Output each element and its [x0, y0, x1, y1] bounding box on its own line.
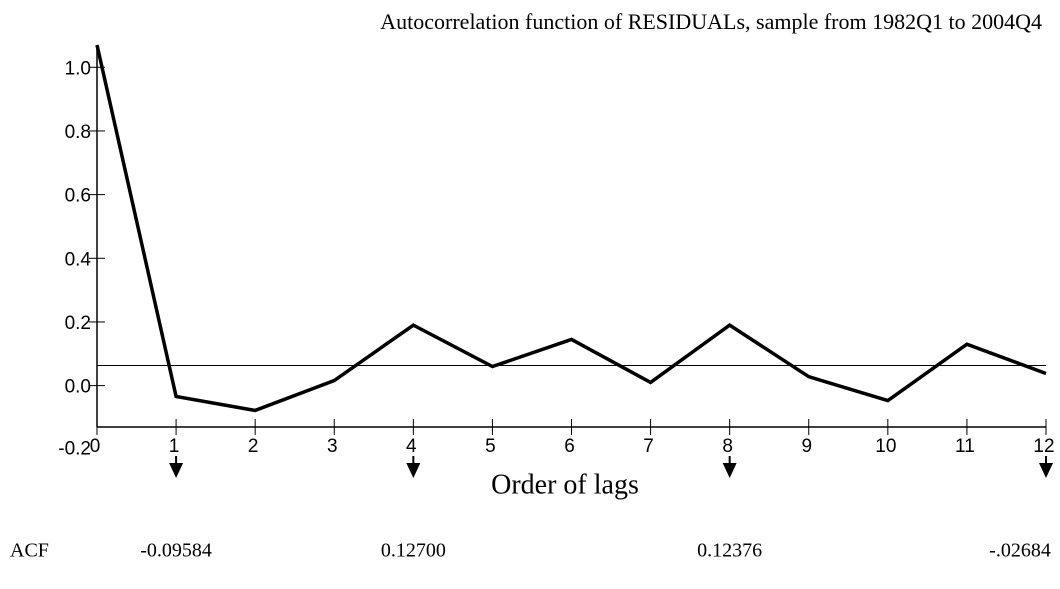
arrow-head: [169, 463, 184, 478]
annotation-arrow: [1039, 456, 1053, 478]
x-tick-label: 3: [327, 436, 338, 457]
annotation-label: -.02684: [989, 540, 1051, 562]
annotation-label: 0.12700: [381, 540, 446, 562]
y-tick-label: 0.6: [65, 186, 91, 207]
y-tick-label: 1.0: [65, 58, 91, 79]
y-tick-label: 0.2: [65, 313, 91, 334]
x-tick-label: 5: [485, 436, 496, 457]
annotation-arrow: [406, 456, 421, 478]
x-tick-label: 8: [722, 436, 733, 457]
arrow-head: [722, 463, 737, 478]
annotation-label: 0.12376: [697, 540, 762, 562]
arrow-head: [406, 463, 421, 478]
x-tick-label: 10: [875, 436, 896, 457]
x-tick-label: 7: [643, 436, 654, 457]
x-tick-label: 12: [1033, 436, 1054, 457]
x-tick-label: 11: [955, 436, 975, 457]
arrow-head: [1039, 463, 1053, 478]
x-tick-label: 0: [90, 436, 101, 457]
y-tick-label: 0.8: [65, 122, 91, 143]
acf-line: [95, 44, 1047, 413]
x-tick-label: 6: [564, 436, 575, 457]
x-tick-label: 4: [406, 436, 417, 457]
annotation-arrow: [722, 456, 737, 478]
y-tick-label: -0.2: [58, 438, 91, 459]
y-tick-label: 0.0: [65, 377, 91, 398]
y-tick-label: 0.4: [65, 249, 92, 270]
row-label: ACF: [10, 540, 49, 562]
x-tick-label: 2: [248, 436, 259, 457]
x-axis-label: Order of lags: [491, 469, 639, 500]
x-tick-label: 9: [801, 436, 812, 457]
chart-title: Autocorrelation function of RESIDUALs, s…: [380, 9, 1042, 34]
annotation-arrow: [169, 456, 184, 478]
x-tick-label: 1: [169, 436, 180, 457]
annotation-label: -0.09584: [140, 540, 212, 562]
